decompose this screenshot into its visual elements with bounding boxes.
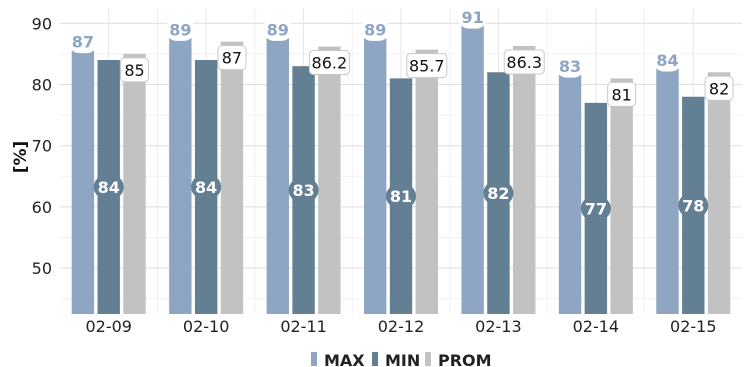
x-tick-label: 02-13 bbox=[475, 317, 522, 336]
min-data-label: 77 bbox=[585, 199, 607, 218]
prom-data-label: 82 bbox=[709, 79, 729, 98]
y-tick-label: 90 bbox=[32, 14, 52, 33]
prom-label-bg bbox=[704, 75, 734, 101]
x-axis-ticks: 02-09 02-10 02-11 02-12 02-13 02-14 02-15 bbox=[85, 317, 716, 336]
max-label-bg bbox=[652, 48, 682, 72]
prom-data-label: 81 bbox=[611, 85, 631, 104]
max-label-bg bbox=[263, 17, 293, 41]
legend-label-max: MAX bbox=[324, 351, 365, 367]
x-tick-label: 02-10 bbox=[183, 317, 230, 336]
bar-max bbox=[169, 29, 192, 314]
bar-max bbox=[656, 60, 679, 314]
prom-label-bg bbox=[217, 45, 247, 71]
min-data-label: 81 bbox=[390, 187, 412, 206]
x-tick-label: 02-09 bbox=[85, 317, 132, 336]
bar-max bbox=[558, 66, 582, 314]
y-tick-label: 80 bbox=[32, 76, 52, 95]
x-tick-label: 02-15 bbox=[670, 317, 717, 336]
min-data-label: 82 bbox=[487, 184, 509, 203]
legend-swatch-min bbox=[372, 352, 378, 366]
prom-label-bg bbox=[406, 53, 448, 79]
bar-prom bbox=[220, 41, 244, 314]
max-label-bg bbox=[165, 17, 195, 41]
bar-prom bbox=[707, 72, 731, 314]
prom-data-label: 87 bbox=[222, 49, 242, 68]
max-label-bg bbox=[68, 30, 98, 54]
min-data-label: 78 bbox=[682, 196, 704, 215]
min-label-bg bbox=[483, 181, 514, 206]
min-label-bg bbox=[580, 196, 611, 221]
prom-label-bg bbox=[308, 50, 350, 76]
max-data-label: 87 bbox=[72, 33, 94, 52]
bar-max bbox=[266, 29, 289, 314]
x-tick-label: 02-12 bbox=[378, 317, 425, 336]
legend: MAX MIN PROM bbox=[311, 351, 492, 367]
y-tick-label: 60 bbox=[32, 198, 52, 217]
y-tick-label: 50 bbox=[32, 259, 52, 278]
bar-prom bbox=[415, 49, 438, 315]
prom-data-label: 86.2 bbox=[312, 54, 348, 73]
min-data-label: 84 bbox=[195, 178, 217, 197]
bar-max bbox=[461, 17, 484, 315]
bar-prom bbox=[513, 45, 536, 314]
bar-max bbox=[71, 41, 95, 314]
data-labels: 87 84 85 89 84 87 89 83 86.2 89 81 85.7 91 82 86.3 83 77… bbox=[68, 5, 734, 221]
bar-prom bbox=[318, 46, 341, 314]
min-label-bg bbox=[386, 184, 416, 209]
prom-label-bg bbox=[503, 49, 545, 75]
prom-label-bg bbox=[607, 81, 637, 107]
min-label-bg bbox=[288, 178, 319, 203]
max-data-label: 89 bbox=[169, 20, 191, 39]
min-data-label: 84 bbox=[98, 178, 120, 197]
bar-prom bbox=[610, 78, 633, 314]
x-tick-label: 02-11 bbox=[280, 317, 327, 336]
prom-data-label: 85 bbox=[124, 61, 144, 80]
max-data-label: 89 bbox=[267, 20, 289, 39]
max-label-bg bbox=[555, 54, 585, 78]
min-data-label: 83 bbox=[292, 181, 314, 200]
y-tick-label: 70 bbox=[32, 137, 52, 156]
max-data-label: 84 bbox=[656, 51, 678, 70]
x-tick-label: 02-14 bbox=[573, 317, 620, 336]
legend-swatch-prom bbox=[425, 352, 431, 366]
bar-max bbox=[364, 29, 387, 314]
prom-data-label: 86.3 bbox=[506, 53, 542, 72]
legend-swatch-max bbox=[311, 352, 317, 366]
max-label-bg bbox=[458, 5, 488, 29]
max-data-label: 89 bbox=[364, 20, 386, 39]
prom-data-label: 85.7 bbox=[409, 57, 445, 76]
legend-label-prom: PROM bbox=[438, 351, 492, 367]
max-label-bg bbox=[360, 17, 390, 41]
max-data-label: 91 bbox=[461, 8, 483, 27]
min-label-bg bbox=[93, 175, 124, 200]
legend-label-min: MIN bbox=[385, 351, 420, 367]
max-data-label: 83 bbox=[559, 57, 581, 76]
y-axis-ticks: 50 60 70 80 90 bbox=[32, 14, 52, 278]
y-axis-label: [%] bbox=[11, 141, 31, 174]
min-label-bg bbox=[678, 193, 709, 218]
min-label-bg bbox=[191, 175, 222, 200]
bar-prom bbox=[123, 53, 146, 315]
prom-label-bg bbox=[120, 57, 150, 83]
